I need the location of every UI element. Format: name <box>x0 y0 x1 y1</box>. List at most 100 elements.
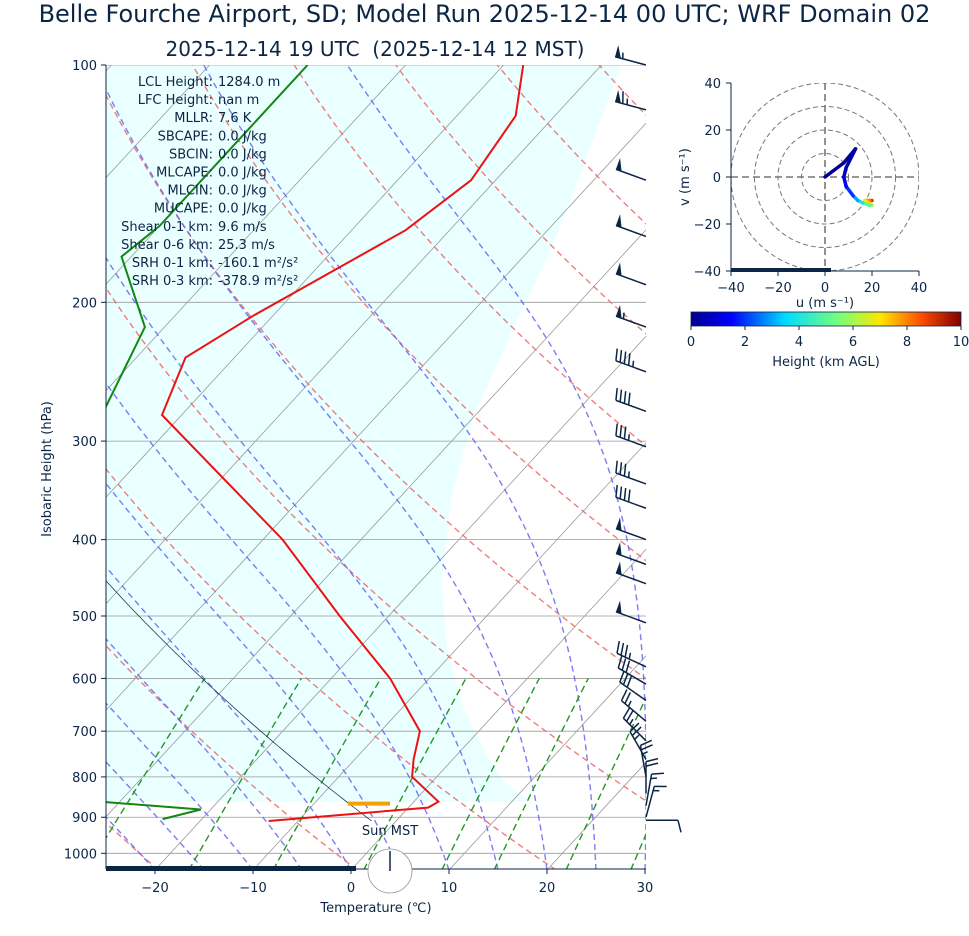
mixing-ratio-line <box>363 678 467 869</box>
barb-full <box>619 486 623 499</box>
mixing-ratio-line <box>565 696 646 869</box>
barb-full <box>623 426 627 439</box>
barb-full <box>624 692 632 704</box>
index-value: nan m <box>218 93 259 108</box>
index-label: MLLR: <box>174 111 213 126</box>
index-label: SBCIN: <box>169 147 213 162</box>
wind-barb <box>615 387 647 413</box>
x-tick-label: −20 <box>141 881 168 896</box>
isotherm-line <box>106 65 504 498</box>
mixing-ratio-line <box>441 678 540 869</box>
barb-full <box>623 351 627 364</box>
barb-flag <box>615 157 622 172</box>
barb-full <box>625 710 634 722</box>
barb-shaft <box>615 552 647 566</box>
temperature-profile <box>160 65 525 822</box>
barb-shaft <box>615 315 647 328</box>
y-tick-label: 700 <box>72 725 97 740</box>
barb-shaft <box>645 773 653 806</box>
wind-barb <box>619 670 647 702</box>
barb-shaft <box>615 572 647 585</box>
wind-barb <box>615 600 647 624</box>
y-tick-label: 900 <box>72 811 97 826</box>
isotherm-line <box>106 65 406 392</box>
barb-full <box>645 757 659 763</box>
chart-title: Belle Fourche Airport, SD; Model Run 202… <box>38 0 931 28</box>
dewpoint-profile <box>106 65 309 821</box>
barb-full <box>616 640 621 654</box>
clock-label: Sun MST <box>362 824 418 839</box>
moist-adiabat <box>106 565 352 869</box>
barb-shaft <box>645 786 656 818</box>
barb-full <box>623 463 627 477</box>
isotherm-line <box>743 65 969 870</box>
barb-full <box>615 423 618 436</box>
barb-shaft <box>614 100 647 111</box>
barb-flag <box>615 600 622 614</box>
y-tick-label: 200 <box>72 296 97 311</box>
moist-adiabat <box>106 382 450 869</box>
y-tick-label: 400 <box>72 534 97 549</box>
wind-barb <box>615 214 647 238</box>
barb-flag <box>615 45 621 59</box>
barb-full <box>677 820 682 833</box>
index-label: MUCAPE: <box>154 202 213 217</box>
index-value: 9.6 m/s <box>218 220 267 235</box>
wind-barb <box>615 348 647 373</box>
barb-full <box>619 670 625 683</box>
barb-flag <box>615 517 622 531</box>
barb-shaft <box>615 360 647 373</box>
index-label: SRH 0-1 km: <box>132 256 213 271</box>
index-value: 0.0 J/kg <box>218 202 267 217</box>
wind-barb <box>646 819 682 833</box>
barb-full <box>623 391 627 404</box>
index-value: 0.0 J/kg <box>218 129 267 144</box>
index-label: SRH 0-3 km: <box>132 274 213 289</box>
barb-flag <box>615 214 622 228</box>
wind-barb <box>615 561 647 585</box>
barb-half <box>627 434 631 441</box>
barb-full <box>617 655 623 669</box>
barb-shaft <box>615 399 647 413</box>
wind-barb <box>645 757 659 794</box>
moist-adiabat <box>106 87 548 869</box>
barb-shaft <box>622 717 647 742</box>
index-label: SBCAPE: <box>158 129 213 144</box>
isotherm-line <box>106 122 646 711</box>
barb-half <box>628 652 632 660</box>
barb-full <box>651 772 664 775</box>
barb-shaft <box>615 168 647 181</box>
barb-full <box>615 460 618 474</box>
index-label: MLCAPE: <box>156 166 213 181</box>
isotherm-line <box>155 335 646 869</box>
isotherm-line <box>106 65 602 605</box>
barb-full <box>615 387 618 401</box>
mixing-ratio-line <box>272 678 382 869</box>
barb-shaft <box>615 224 647 238</box>
cloud-shading <box>106 65 622 802</box>
barb-full <box>623 488 627 501</box>
index-label: LCL Height: <box>138 75 213 90</box>
isotherm-line <box>645 868 646 869</box>
x-tick-label: 30 <box>637 881 654 896</box>
x-axis-label: Temperature (℃) <box>319 901 431 916</box>
y-tick-label: 1000 <box>64 847 97 862</box>
mixing-ratio-line <box>493 678 589 869</box>
barb-full <box>625 660 631 673</box>
dry-adiabat <box>598 65 646 116</box>
barb-full <box>622 707 631 719</box>
barb-shaft <box>619 681 647 702</box>
barb-half <box>622 312 625 319</box>
index-label: Shear 0-1 km: <box>121 220 213 235</box>
wind-barb <box>645 785 667 818</box>
wind-barb <box>615 262 647 286</box>
barb-shaft <box>614 55 647 66</box>
barb-full <box>621 658 627 671</box>
y-tick-label: 800 <box>72 771 97 786</box>
isotherm-line <box>449 655 646 869</box>
x-tick-label: −10 <box>239 881 266 896</box>
barb-full <box>631 726 642 737</box>
barb-full <box>627 392 631 406</box>
wind-barb <box>622 707 647 742</box>
